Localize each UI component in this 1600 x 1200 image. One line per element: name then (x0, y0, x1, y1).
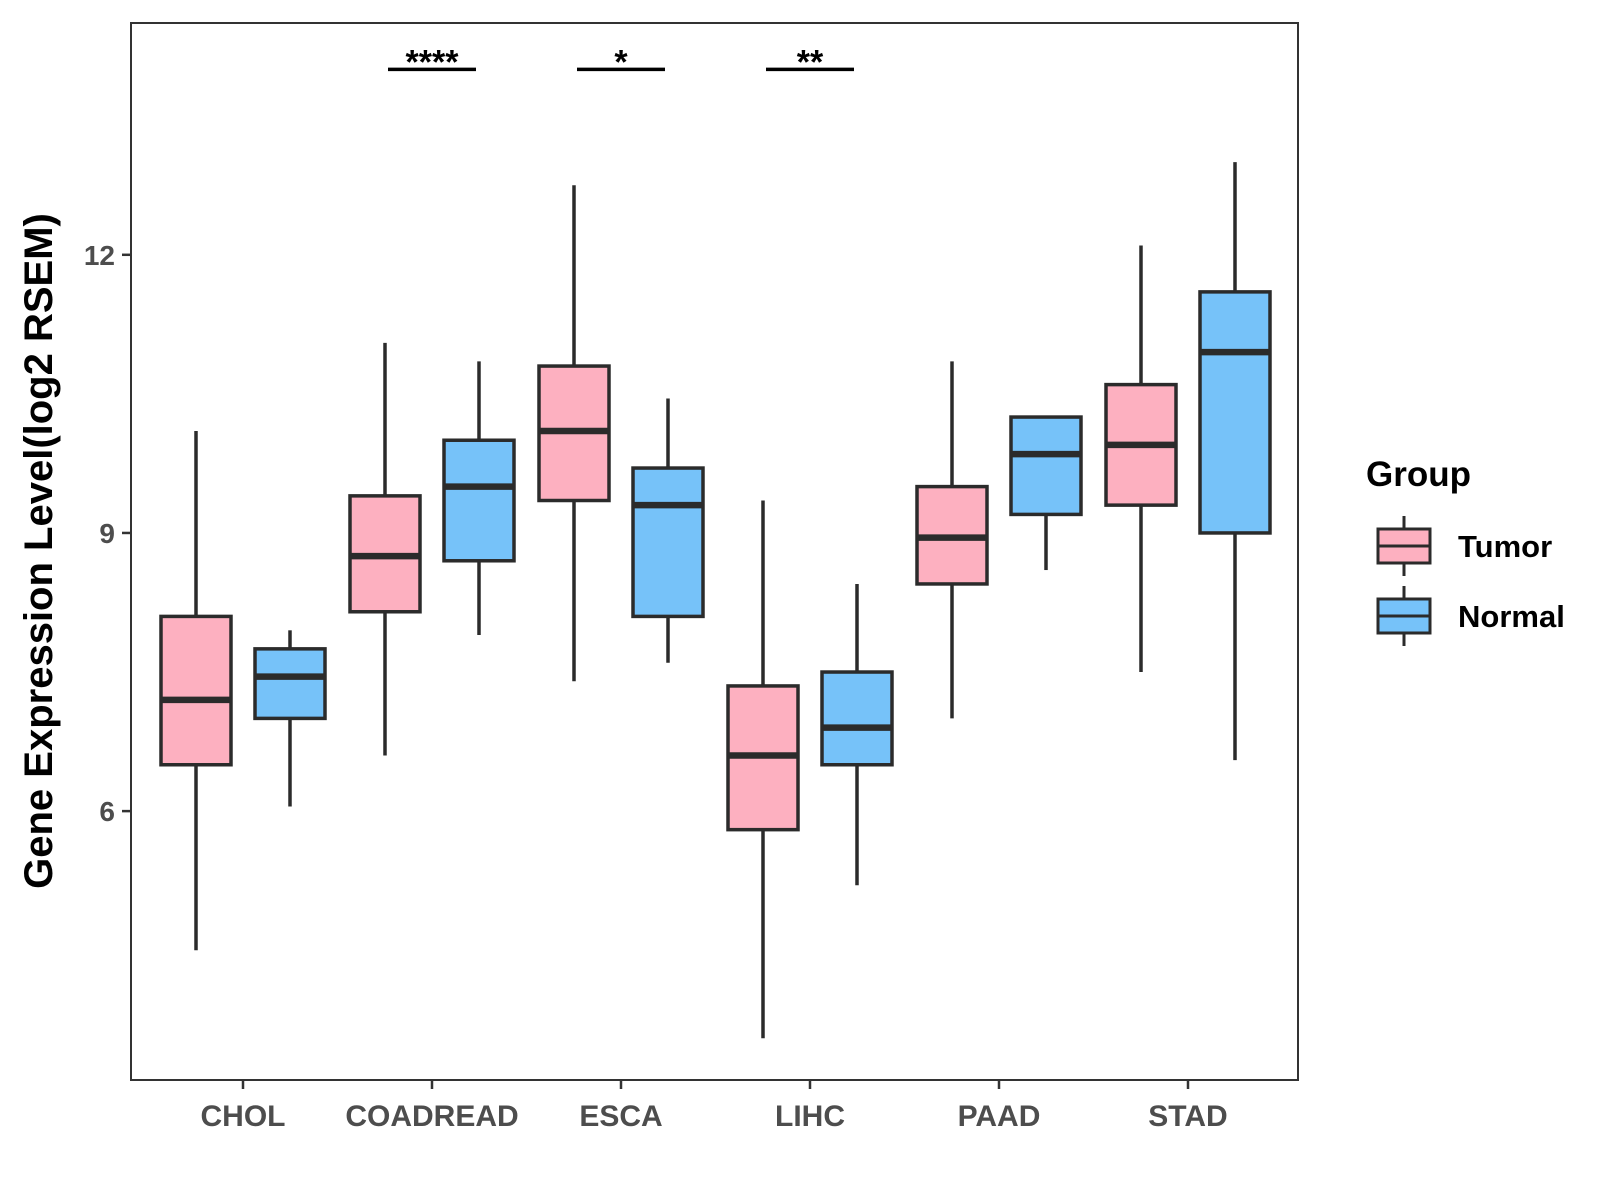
box-tumor-chol (159, 430, 233, 951)
box-normal-paad (1009, 415, 1083, 571)
y-tick-label: 9 (99, 518, 115, 549)
box-tumor-lihc (726, 500, 800, 1039)
box-body (253, 647, 327, 721)
box-normal-lihc (820, 583, 894, 886)
box-body (1009, 415, 1083, 517)
box-body (820, 670, 894, 767)
significance-label: * (614, 43, 628, 81)
significance-esca: * (577, 43, 665, 81)
significance-label: ** (797, 43, 824, 81)
plot-area: **** * ** (159, 43, 1272, 1039)
x-tick-label: PAAD (958, 1100, 1041, 1133)
box-body (159, 614, 233, 767)
legend-item-tumor: Tumor (1376, 516, 1552, 576)
significance-coadread: **** (388, 43, 476, 81)
x-tick-label: CHOL (201, 1100, 286, 1133)
x-tick-label: LIHC (775, 1100, 845, 1133)
box-tumor-coadread (348, 342, 422, 756)
x-tick-label: COADREAD (345, 1100, 518, 1133)
legend: Group Tumor Normal (1366, 455, 1565, 646)
box-normal-chol (253, 630, 327, 807)
significance-label: **** (406, 43, 460, 81)
legend-label: Tumor (1458, 529, 1552, 564)
box-body (631, 466, 705, 619)
legend-label: Normal (1458, 599, 1565, 634)
significance-lihc: ** (766, 43, 854, 81)
axes: 6 9 12 CHOL COADREAD ESCA LIHC PAAD STAD (84, 240, 1228, 1133)
legend-item-normal: Normal (1376, 586, 1565, 646)
box-tumor-stad (1104, 245, 1178, 673)
box-tumor-paad (915, 361, 989, 719)
box-normal-coadread (442, 361, 516, 635)
box-normal-esca (631, 398, 705, 663)
box-body (442, 438, 516, 563)
y-tick-label: 6 (99, 796, 115, 827)
legend-title: Group (1366, 455, 1471, 494)
x-tick-label: ESCA (579, 1100, 662, 1133)
box-body (1198, 290, 1272, 535)
box-tumor-esca (537, 185, 611, 682)
y-axis-title: Gene Expression Level(log2 RSEM) (17, 213, 61, 889)
box-normal-stad (1198, 162, 1272, 761)
y-tick-label: 12 (84, 240, 115, 271)
plot-panel-border (130, 22, 1299, 1081)
x-tick-label: STAD (1148, 1100, 1227, 1133)
